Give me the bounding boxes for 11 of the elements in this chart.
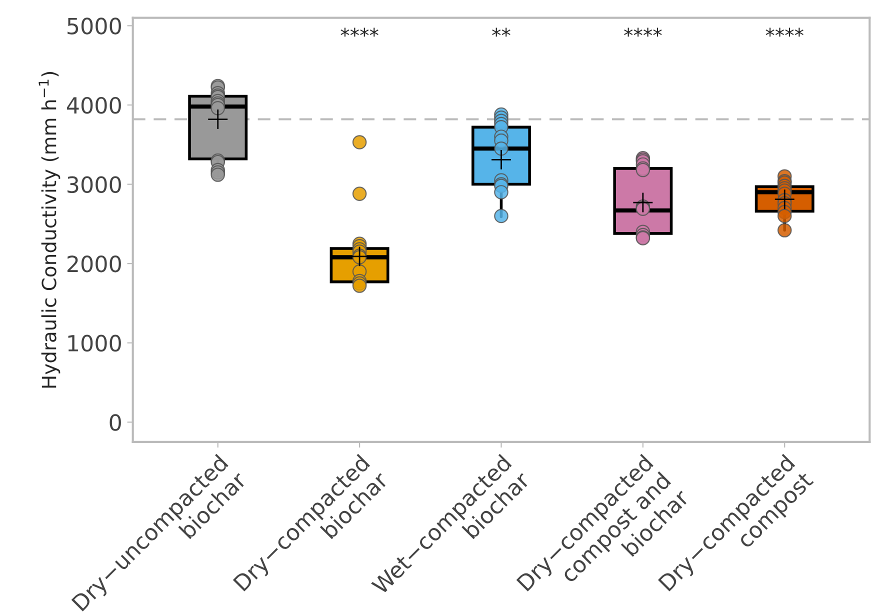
annotation: ** [492, 28, 510, 37]
y-tick-label: 3000 [68, 176, 121, 194]
annotation: **** [624, 28, 662, 37]
y-tick-label: 0 [110, 414, 121, 431]
y-tick-label: 5000 [68, 18, 121, 34]
y-axis-title: Hydraulic Conductivity (mm h$^{−1}$) [38, 72, 60, 388]
y-tick-label: 4000 [66, 96, 121, 114]
y-tick-label: 2000 [68, 256, 121, 272]
annotation: **** [340, 28, 378, 37]
annotation: **** [766, 28, 804, 37]
y-tick-label: 1000 [68, 334, 121, 352]
